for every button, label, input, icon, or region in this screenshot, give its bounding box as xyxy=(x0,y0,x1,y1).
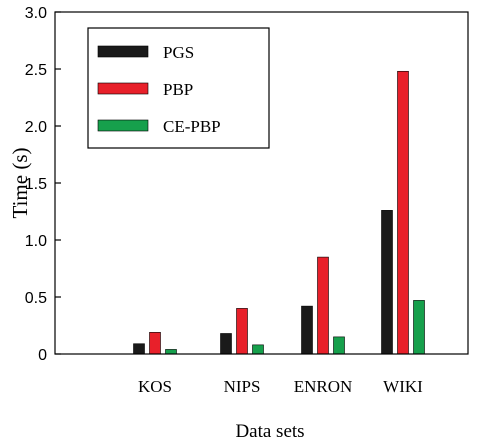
legend-label: PGS xyxy=(163,43,194,62)
bar-ce-pbp-nips xyxy=(252,344,264,355)
bar-pbp-enron xyxy=(317,256,329,355)
y-tick-label: 1.0 xyxy=(25,233,47,250)
plot-area-frame xyxy=(54,11,469,355)
legend-swatch-ce-pbp xyxy=(97,119,149,132)
y-axis-title: Time (s) xyxy=(8,148,32,219)
x-tick-label: KOS xyxy=(138,377,172,396)
x-tick-label: ENRON xyxy=(294,377,353,396)
x-axis-title: Data sets xyxy=(235,421,304,442)
bar-pgs-wiki xyxy=(381,210,393,355)
bar-pgs-nips xyxy=(220,333,232,355)
bar-pgs-kos xyxy=(133,343,145,355)
legend-swatch-pgs xyxy=(97,45,149,58)
legend-label: CE-PBP xyxy=(163,117,221,136)
bar-pbp-wiki xyxy=(397,70,409,355)
legend: PGS PBP CE-PBP xyxy=(87,27,270,149)
x-axis-labels: KOS NIPS ENRON WIKI xyxy=(138,377,423,396)
bar-pbp-kos xyxy=(149,332,161,355)
y-tick-label: 3.0 xyxy=(25,5,47,22)
x-tick-label: NIPS xyxy=(224,377,261,396)
x-tick-label: WIKI xyxy=(383,377,423,396)
bar-ce-pbp-wiki xyxy=(413,300,425,355)
y-tick-label: 0 xyxy=(38,347,47,364)
y-tick-label: 0.5 xyxy=(25,290,47,307)
legend-label: PBP xyxy=(163,80,193,99)
bar-pbp-nips xyxy=(236,308,248,355)
bar-ce-pbp-enron xyxy=(333,336,345,355)
y-tick-label: 2.5 xyxy=(25,62,47,79)
bar-pgs-enron xyxy=(301,305,313,355)
legend-swatch-pbp xyxy=(97,82,149,95)
y-tick-label: 1.5 xyxy=(25,176,47,193)
bar-ce-pbp-kos xyxy=(165,349,177,355)
y-tick-label: 2.0 xyxy=(25,119,47,136)
y-axis-ticks: 0 0.5 1.0 1.5 2.0 2.5 3.0 xyxy=(25,5,61,364)
